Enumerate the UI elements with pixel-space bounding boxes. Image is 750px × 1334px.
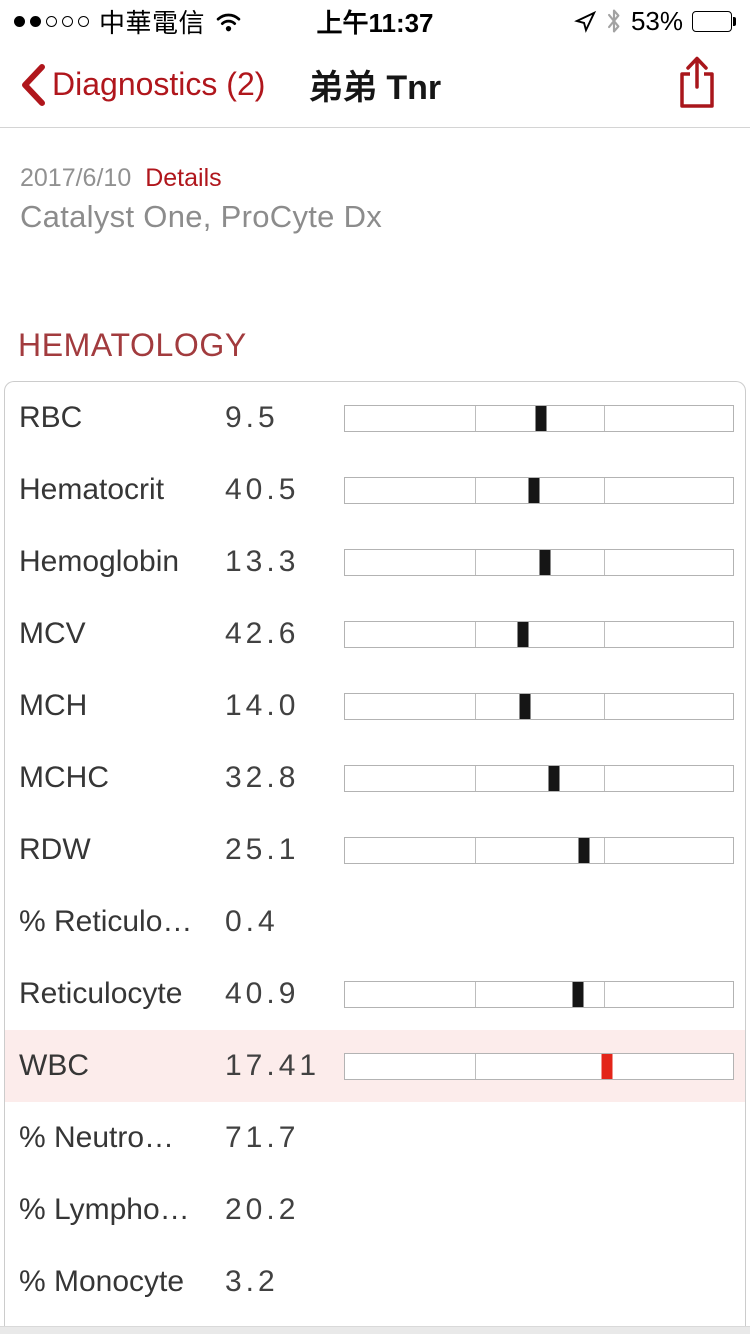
test-name-label: WBC — [19, 1049, 89, 1082]
test-name-label: RBC — [19, 401, 83, 434]
carrier-label: 中華電信 — [99, 7, 206, 38]
back-button[interactable]: Diagnostics (2) — [20, 63, 265, 107]
test-name-label: MCHC — [19, 761, 109, 794]
test-name-label: MCV — [19, 617, 86, 650]
reference-range-bar — [344, 764, 734, 792]
reference-range-bar — [344, 980, 734, 1008]
result-row[interactable]: MCV 42.6 — [5, 598, 745, 670]
battery-icon — [692, 10, 736, 32]
test-value: 3.2 — [225, 1265, 279, 1298]
results-rows: RBC 9.5 Hematocrit 40.5 Hemoglobin 13.3 … — [5, 382, 745, 1318]
test-value: 0.4 — [225, 905, 279, 938]
test-name-label: % Neutro… — [19, 1121, 175, 1154]
reference-range-bar — [344, 1052, 734, 1080]
reference-range-bar — [344, 692, 734, 720]
range-divider-low — [475, 549, 477, 575]
result-marker — [578, 837, 590, 863]
test-value: 9.5 — [225, 401, 279, 434]
range-divider-low — [475, 693, 477, 719]
test-value: 14.0 — [225, 689, 300, 722]
result-row[interactable]: Reticulocyte 40.9 — [5, 958, 745, 1030]
result-row[interactable]: % Lympho… 20.2 — [5, 1174, 745, 1246]
status-bar: 中華電信 上午11:37 53% — [0, 0, 750, 42]
test-value: 40.5 — [225, 473, 300, 506]
test-name-label: Hemoglobin — [19, 545, 180, 578]
result-marker — [601, 1053, 612, 1079]
details-link[interactable]: Details — [145, 164, 222, 192]
reference-range-bar — [344, 836, 734, 864]
test-name-label: RDW — [19, 833, 91, 866]
cellular-signal-icon — [14, 15, 89, 27]
battery-percent-label: 53% — [630, 5, 683, 36]
bluetooth-icon — [606, 9, 622, 33]
range-divider-high — [603, 765, 605, 791]
range-divider-low — [475, 837, 477, 863]
test-name-label: % Lympho… — [19, 1193, 190, 1226]
test-name-label: Hematocrit — [19, 473, 165, 506]
nav-bar: Diagnostics (2) 弟弟 Tnr — [0, 42, 750, 128]
back-button-label: Diagnostics (2) — [52, 66, 266, 102]
test-value: 13.3 — [225, 545, 300, 578]
range-divider-high — [603, 405, 605, 431]
result-row[interactable]: % Neutro… 71.7 — [5, 1102, 745, 1174]
reference-range-bar — [344, 620, 734, 648]
range-divider-high — [603, 621, 605, 647]
share-button[interactable] — [674, 53, 720, 116]
range-divider-low — [475, 1053, 477, 1079]
range-divider-high — [603, 693, 605, 719]
result-marker — [548, 765, 560, 791]
test-value: 32.8 — [225, 761, 300, 794]
result-row[interactable]: Hemoglobin 13.3 — [5, 526, 745, 598]
test-value: 20.2 — [225, 1193, 300, 1226]
result-row[interactable]: Hematocrit 40.5 — [5, 454, 745, 526]
result-row[interactable]: WBC 17.41 — [5, 1030, 745, 1102]
result-marker — [528, 477, 540, 503]
range-divider-high — [603, 981, 605, 1007]
range-divider-low — [475, 981, 477, 1007]
result-row[interactable]: % Reticulo… 0.4 — [5, 886, 745, 958]
results-card: RBC 9.5 Hematocrit 40.5 Hemoglobin 13.3 … — [4, 381, 746, 1331]
test-value: 17.41 — [225, 1049, 321, 1082]
test-value: 71.7 — [225, 1121, 300, 1154]
range-divider-high — [603, 549, 605, 575]
test-name-label: MCH — [19, 689, 88, 722]
range-divider-low — [475, 621, 477, 647]
result-marker — [535, 405, 547, 431]
reference-range-bar — [344, 404, 734, 432]
test-name-label: % Monocyte — [19, 1265, 185, 1298]
wifi-icon — [215, 11, 242, 32]
result-row[interactable]: RBC 9.5 — [5, 382, 745, 454]
report-date: 2017/6/10 — [20, 164, 132, 192]
range-divider-low — [475, 477, 477, 503]
range-divider-high — [603, 837, 605, 863]
test-value: 42.6 — [225, 617, 300, 650]
test-name-label: Reticulocyte — [19, 977, 183, 1010]
range-divider-low — [475, 765, 477, 791]
reference-range-bar — [344, 476, 734, 504]
test-name-label: % Reticulo… — [19, 905, 193, 938]
report-info: 2017/6/10 Details Catalyst One, ProCyte … — [0, 128, 750, 235]
test-value: 40.9 — [225, 977, 300, 1010]
location-arrow-icon — [574, 10, 597, 33]
reference-range-bar — [344, 548, 734, 576]
result-marker — [572, 981, 584, 1007]
section-title: HEMATOLOGY — [18, 327, 247, 363]
analyzer-names: Catalyst One, ProCyte Dx — [20, 199, 383, 234]
result-row[interactable]: % Monocyte 3.2 — [5, 1246, 745, 1318]
result-marker — [519, 693, 531, 719]
card-bottom-divider — [0, 1326, 750, 1334]
range-divider-low — [475, 405, 477, 431]
range-divider-high — [603, 477, 605, 503]
back-chevron-icon — [20, 63, 46, 107]
result-marker — [517, 621, 529, 647]
result-row[interactable]: RDW 25.1 — [5, 814, 745, 886]
result-row[interactable]: MCHC 32.8 — [5, 742, 745, 814]
test-value: 25.1 — [225, 833, 300, 866]
result-marker — [539, 549, 551, 575]
result-row[interactable]: MCH 14.0 — [5, 670, 745, 742]
